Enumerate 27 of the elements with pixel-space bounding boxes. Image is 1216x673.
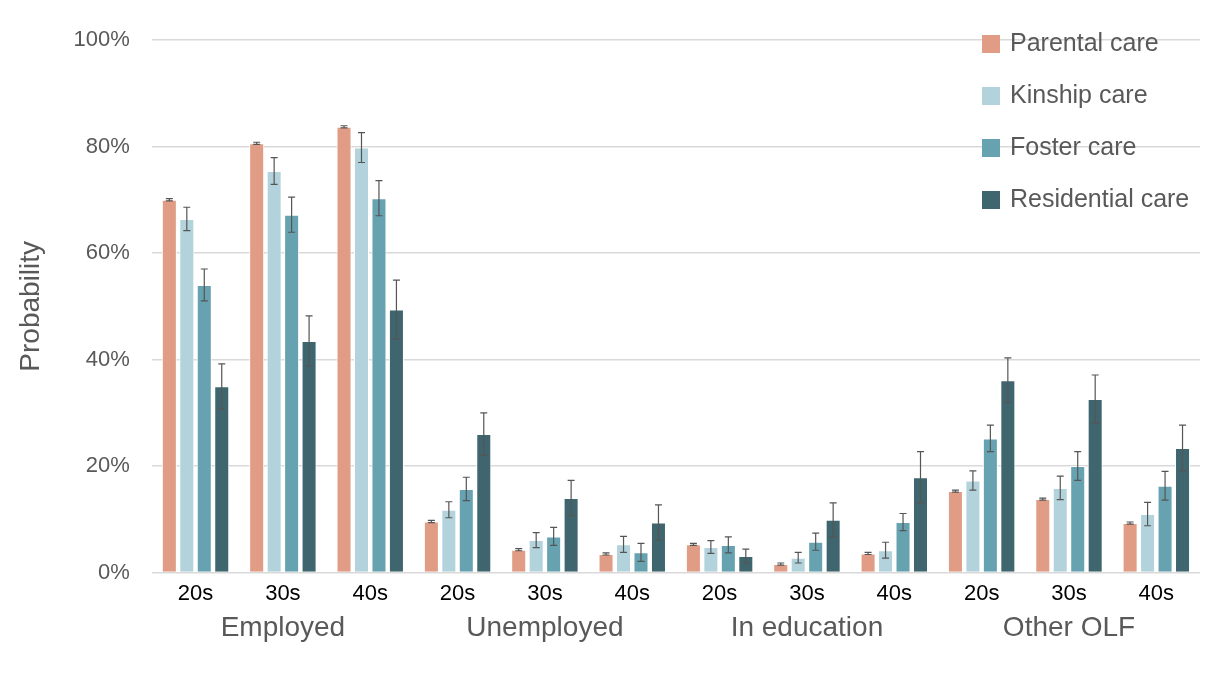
y-tick-label: 60% (85, 239, 130, 265)
legend-label: Foster care (1010, 131, 1137, 160)
text: Unemployed (466, 611, 624, 643)
x-tick-label: 30s (265, 579, 301, 605)
x-tick-label: 20s (701, 579, 738, 605)
text: Employed (220, 611, 346, 643)
y-tick-label: 0% (98, 558, 130, 584)
x-tick-label: 20s (439, 579, 476, 605)
x-tick-label: 30s (527, 579, 563, 605)
y-tick-label: 100% (73, 26, 130, 52)
y-tick-label: 20% (85, 452, 130, 478)
x-tick-label: 20s (177, 579, 214, 605)
y-axis-title: Probability (13, 240, 45, 372)
legend-label: Residential care (1010, 183, 1190, 212)
y-tick-label: 80% (85, 132, 130, 158)
text: Other OLF (1002, 611, 1136, 643)
x-tick-label: 40s (1138, 579, 1175, 605)
x-tick-label: 20s (963, 579, 1000, 605)
x-tick-label: 30s (1051, 579, 1087, 605)
x-tick-label: 40s (614, 579, 650, 605)
x-tick-label: 30s (789, 579, 825, 605)
text: In education (730, 611, 884, 643)
y-tick-label: 40% (85, 345, 130, 371)
legend-label: Kinship care (1010, 79, 1148, 108)
x-tick-label: 40s (352, 579, 388, 605)
legend-label: Parental care (1010, 27, 1159, 56)
x-tick-label: 40s (876, 579, 913, 605)
